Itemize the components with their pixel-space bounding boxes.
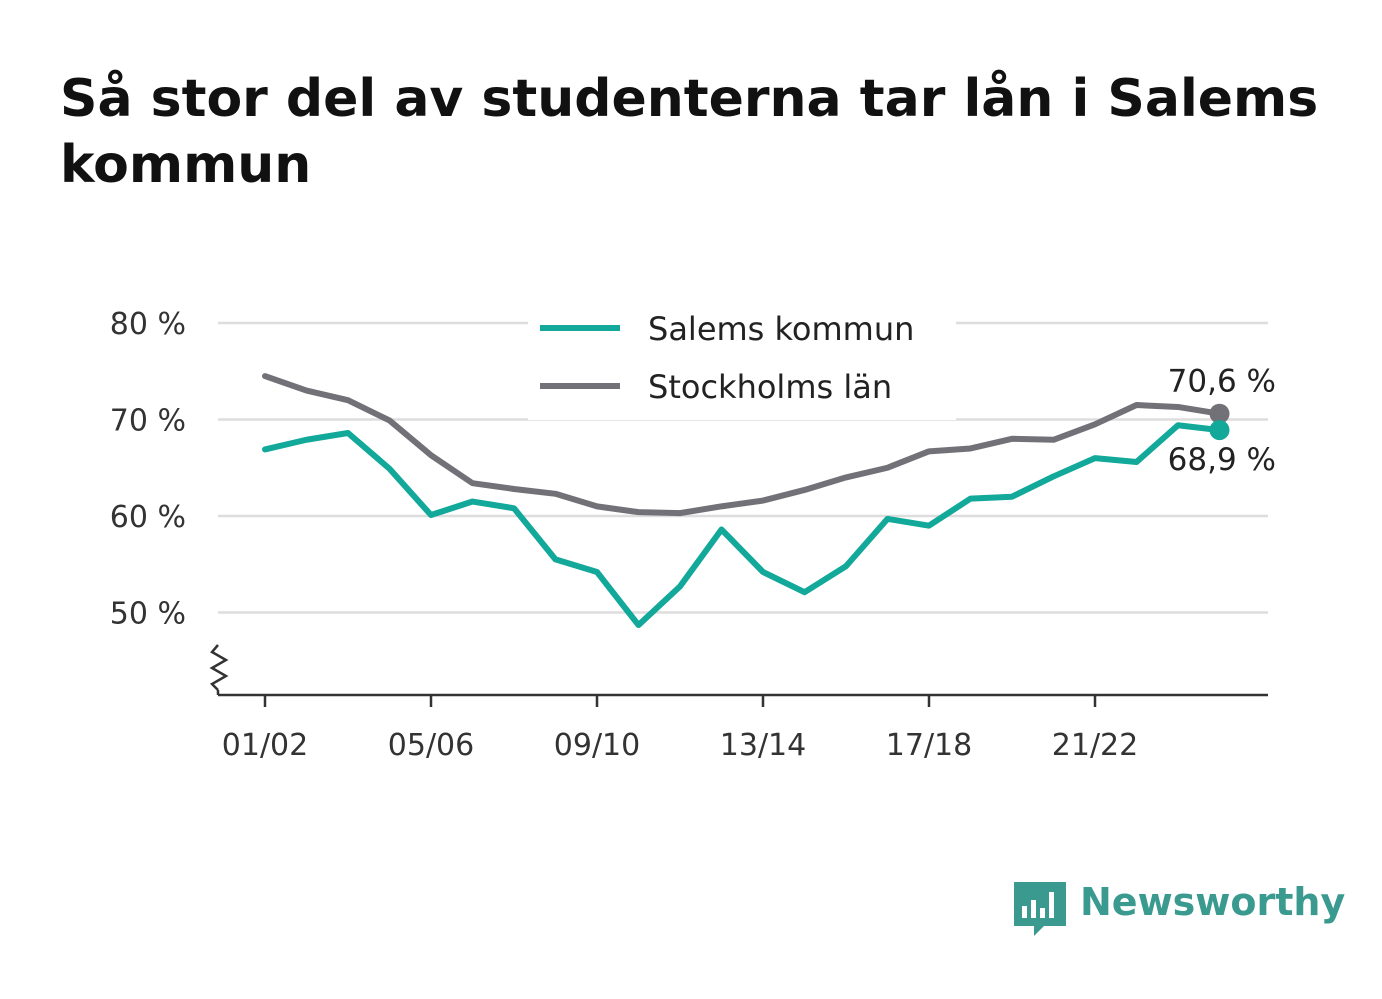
x-axis-ticks: 01/02 05/06 09/10 13/14 17/18 21/22 (222, 695, 1138, 763)
legend-background (528, 300, 956, 420)
x-axis (209, 644, 1268, 697)
y-tick-label: 50 % (110, 597, 186, 632)
newsworthy-logo-icon (1014, 882, 1066, 936)
series-line-stockholms-lan (262, 373, 1223, 517)
end-label-stockholms-lan: 70,6 % (1168, 364, 1276, 400)
x-tick-label: 21/22 (1052, 728, 1138, 763)
series-end-point (1209, 403, 1230, 424)
y-tick-label: 80 % (110, 307, 186, 342)
y-axis-ticks: 80 % 70 % 60 % 50 % (110, 307, 186, 632)
end-labels: 70,6 % 68,9 % (1168, 364, 1276, 478)
legend-label: Salems kommun (648, 310, 914, 348)
brand-name: Newsworthy (1080, 880, 1346, 924)
x-tick-label: 17/18 (886, 728, 972, 763)
series-lines (262, 373, 1230, 629)
y-tick-label: 70 % (110, 404, 186, 439)
x-tick-label: 13/14 (720, 728, 806, 763)
x-tick-label: 01/02 (222, 728, 308, 763)
axis-break-mark (209, 644, 229, 691)
chart-title: Så stor del av studenterna tar lån i Sal… (60, 69, 1319, 195)
x-tick-label: 05/06 (388, 728, 474, 763)
series-end-point (1209, 420, 1230, 441)
end-label-salems-kommun: 68,9 % (1168, 442, 1276, 478)
legend: Salems kommun Stockholms län (528, 300, 956, 420)
legend-label: Stockholms län (648, 368, 892, 406)
series-line-salems-kommun (262, 422, 1223, 629)
y-tick-label: 60 % (110, 500, 186, 535)
brand-logo[interactable]: Newsworthy (1010, 878, 1345, 942)
x-tick-label: 09/10 (554, 728, 640, 763)
